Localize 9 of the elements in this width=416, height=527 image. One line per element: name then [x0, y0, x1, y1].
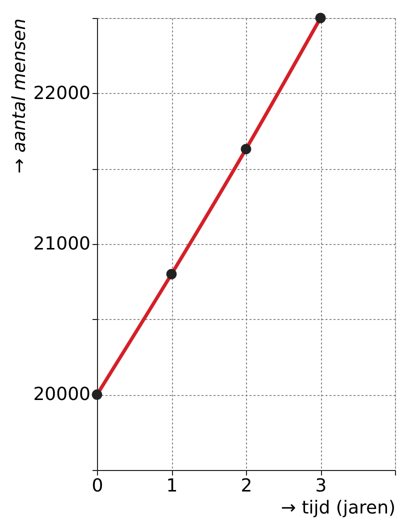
- x-axis-title: → tijd (jaren): [280, 498, 396, 518]
- x-tick-label: 2: [240, 476, 252, 496]
- y-axis-title: → aantal mensen: [9, 18, 30, 174]
- x-tick-label: 0: [92, 476, 104, 496]
- y-tick-label: 22000: [33, 82, 90, 104]
- y-tick-label: 21000: [33, 234, 90, 254]
- x-tick-label: 3: [315, 476, 327, 496]
- x-tick-label: 1: [166, 476, 178, 496]
- y-tick-label: 20000: [33, 384, 90, 406]
